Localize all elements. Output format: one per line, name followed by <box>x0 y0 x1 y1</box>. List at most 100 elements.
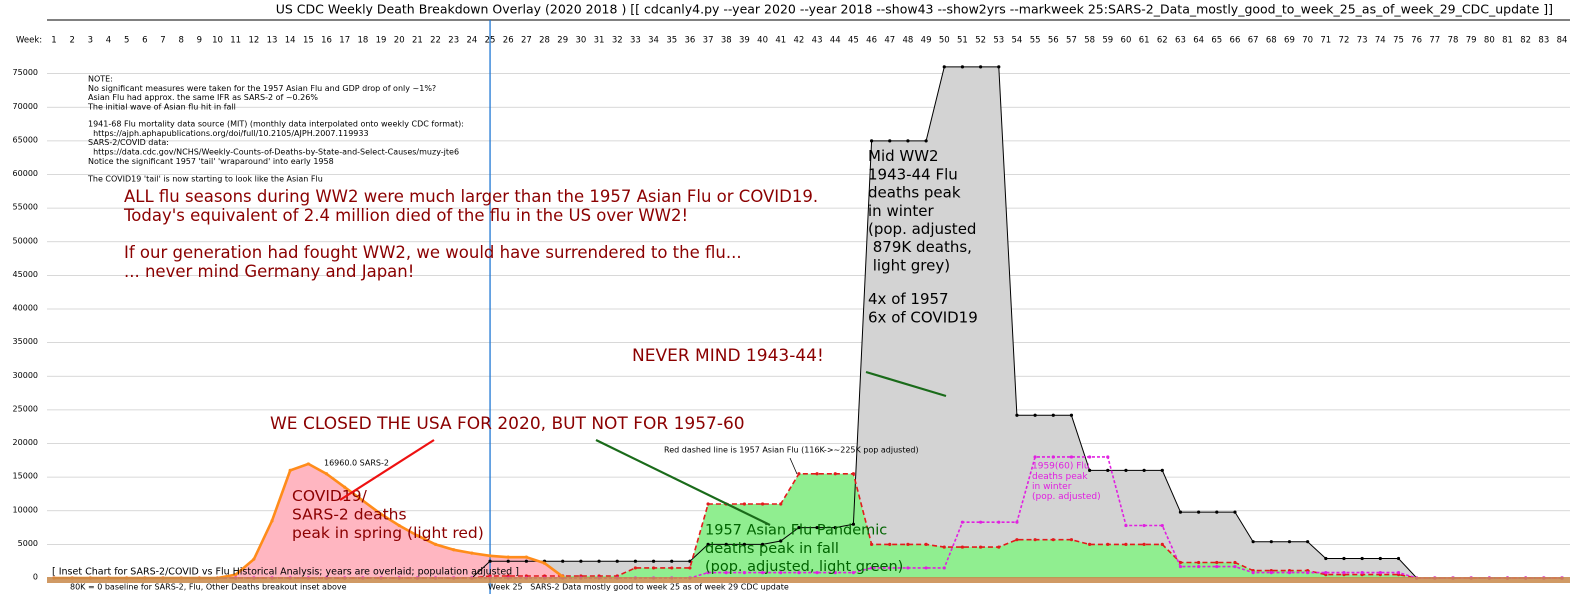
point <box>343 485 347 489</box>
annotation: deaths peak <box>1032 472 1088 482</box>
point <box>833 571 837 575</box>
point <box>869 542 874 546</box>
x-tick-label: 69 <box>1284 36 1295 46</box>
arrow <box>595 439 771 526</box>
x-tick-label: 26 <box>503 36 514 46</box>
annotation: 1957 Asian Flu Pandemic <box>705 523 887 539</box>
point <box>688 559 692 563</box>
annotation: 1943-44 Flu <box>868 165 958 183</box>
x-tick-label: 21 <box>412 36 423 46</box>
x-tick-label: 46 <box>866 36 877 46</box>
y-tick-label: 60000 <box>13 169 38 178</box>
x-axis-label: Week: <box>16 36 42 46</box>
labels: US CDC Weekly Death Breakdown Overlay (2… <box>13 2 1568 592</box>
x-tick-label: 77 <box>1429 36 1440 46</box>
x-tick-label: 11 <box>230 36 241 46</box>
x-tick-label: 68 <box>1266 36 1277 46</box>
point <box>815 571 819 575</box>
x-tick-label: 73 <box>1357 36 1368 46</box>
point <box>1069 538 1074 542</box>
annotation: peak in spring (light red) <box>292 524 484 542</box>
x-tick-label: 20 <box>394 36 405 46</box>
point <box>1360 571 1364 575</box>
point <box>1378 571 1382 575</box>
point <box>488 554 492 558</box>
y-tick-label: 75000 <box>13 68 38 77</box>
annotation: The initial wave of Asian flu hit in fal… <box>87 102 236 111</box>
point <box>706 542 710 546</box>
point <box>1160 523 1164 528</box>
point <box>797 525 801 530</box>
x-tick-label: 17 <box>339 36 350 46</box>
x-tick-label: 5 <box>124 36 129 46</box>
point <box>1197 510 1201 514</box>
point <box>688 566 692 570</box>
point <box>997 65 1001 69</box>
x-tick-label: 12 <box>248 36 259 46</box>
x-tick-label: 32 <box>612 36 623 46</box>
x-tick-label: 74 <box>1375 36 1386 46</box>
point <box>1306 540 1310 544</box>
point <box>597 559 601 563</box>
x-tick-label: 27 <box>521 36 532 46</box>
point <box>397 523 401 528</box>
point <box>869 566 874 570</box>
x-tick-label: 37 <box>703 36 714 46</box>
point <box>997 545 1001 549</box>
x-tick-label: 81 <box>1502 36 1513 46</box>
x-tick-label: 34 <box>648 36 659 46</box>
y-tick-label: 65000 <box>13 135 38 144</box>
x-tick-label: 3 <box>88 36 93 46</box>
point <box>1396 556 1401 561</box>
y-tick-label: 20000 <box>13 438 38 447</box>
area <box>54 463 563 578</box>
point <box>1088 468 1092 472</box>
point <box>906 566 910 570</box>
point <box>452 548 456 552</box>
annotation: WE CLOSED THE USA FOR 2020, BUT NOT FOR … <box>270 414 745 434</box>
annotation: ... never mind Germany and Japan! <box>124 262 414 281</box>
x-tick-label: 6 <box>142 36 147 46</box>
point <box>1088 455 1092 459</box>
point <box>670 559 674 563</box>
x-tick-label: 39 <box>739 36 750 46</box>
point <box>1033 413 1037 417</box>
arrow <box>789 457 798 475</box>
x-tick-label: 66 <box>1230 36 1241 46</box>
point <box>888 139 892 143</box>
point <box>724 542 728 546</box>
point <box>888 542 892 546</box>
x-tick-label: 28 <box>539 36 550 46</box>
x-tick-label: 59 <box>1102 36 1113 46</box>
y-tick-label: 30000 <box>13 371 38 380</box>
annotation: COVID19/ <box>292 487 368 505</box>
annotation: 16960.0 SARS-2 <box>324 459 389 468</box>
annotation: Week 25 SARS-2 Data mostly good to week … <box>488 583 789 592</box>
point <box>1215 564 1219 569</box>
point <box>306 462 310 466</box>
x-tick-label: 80 <box>1484 36 1495 46</box>
point <box>1124 468 1128 472</box>
annotation: https://data.cdc.gov/NCHS/Weekly-Counts-… <box>88 147 459 156</box>
point <box>706 502 710 506</box>
point <box>960 65 965 69</box>
point <box>1051 455 1055 459</box>
x-tick-label: 31 <box>594 36 605 46</box>
y-tick-label: 0 <box>33 573 38 582</box>
annotation: deaths peak in fall <box>705 541 839 557</box>
y-tick-label: 45000 <box>13 270 38 279</box>
x-tick-label: 58 <box>1084 36 1095 46</box>
x-tick-label: 52 <box>975 36 986 46</box>
point <box>633 559 637 563</box>
annotation: 1941-68 Flu mortality data source (MIT) … <box>88 120 464 129</box>
point <box>960 520 965 524</box>
annotation: [ Inset Chart for SARS-2/COVID vs Flu Hi… <box>52 566 519 577</box>
x-tick-label: 30 <box>575 36 586 46</box>
point <box>833 525 837 530</box>
point <box>1197 560 1201 565</box>
annotation: Red dashed line is 1957 Asian Flu (116K-… <box>664 446 919 455</box>
x-tick-label: 63 <box>1175 36 1186 46</box>
y-tick-label: 25000 <box>13 404 38 413</box>
x-tick-label: 67 <box>1248 36 1259 46</box>
